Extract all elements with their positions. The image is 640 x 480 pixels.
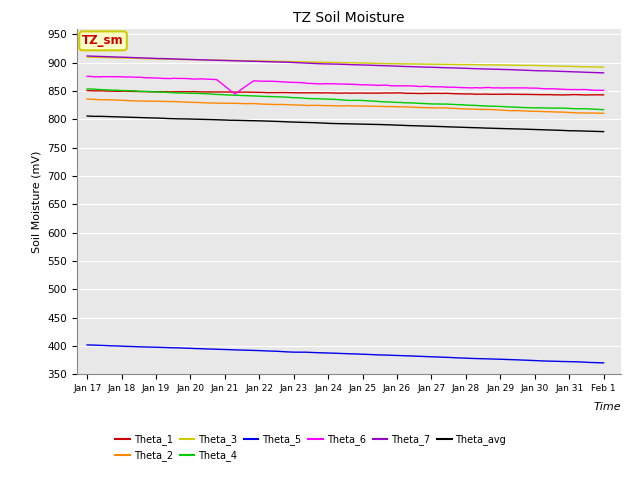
Theta_4 (90, 86, 97, 92)
Theta_5 (90, 342, 97, 348)
Theta_7 (506, 67, 513, 72)
Line: Theta_3: Theta_3 (87, 57, 604, 67)
Theta_3 (197, 57, 205, 62)
Theta_1 (373, 90, 381, 96)
Theta_5 (83, 342, 91, 348)
Theta_3 (512, 62, 520, 68)
Theta_1 (237, 89, 245, 95)
Theta_avg (373, 121, 381, 127)
Theta_avg (83, 113, 91, 119)
Theta_6 (91, 74, 99, 80)
Theta_6 (83, 73, 91, 79)
Line: Theta_avg: Theta_avg (87, 116, 604, 132)
Theta_4 (506, 104, 513, 110)
Title: TZ Soil Moisture: TZ Soil Moisture (293, 11, 404, 25)
Theta_2 (90, 96, 97, 102)
Theta_5 (197, 346, 205, 352)
Theta_2 (512, 108, 520, 113)
Theta_avg (197, 117, 205, 122)
Text: TZ_sm: TZ_sm (82, 35, 124, 48)
Theta_avg (600, 129, 607, 134)
Theta_avg (512, 126, 520, 132)
Theta_1 (90, 88, 97, 94)
Theta_2 (506, 108, 513, 114)
Theta_7 (237, 58, 245, 64)
Theta_3 (506, 62, 513, 68)
Line: Theta_1: Theta_1 (87, 91, 604, 95)
Theta_6 (85, 73, 93, 79)
Theta_3 (373, 60, 381, 66)
Theta_avg (506, 126, 513, 132)
Theta_avg (90, 113, 97, 119)
Theta_1 (197, 89, 205, 95)
Theta_7 (197, 57, 205, 63)
Legend: Theta_1, Theta_2, Theta_3, Theta_4, Theta_5, Theta_6, Theta_7, Theta_avg: Theta_1, Theta_2, Theta_3, Theta_4, Thet… (115, 434, 506, 461)
Theta_7 (600, 70, 607, 76)
Theta_6 (376, 83, 384, 88)
Y-axis label: Soil Moisture (mV): Soil Moisture (mV) (32, 150, 42, 253)
Theta_6 (515, 85, 523, 91)
Theta_2 (237, 101, 245, 107)
Line: Theta_2: Theta_2 (87, 99, 604, 113)
Theta_1 (506, 91, 513, 97)
Theta_4 (237, 93, 245, 98)
Line: Theta_6: Theta_6 (87, 76, 604, 94)
Line: Theta_5: Theta_5 (87, 345, 604, 363)
Theta_7 (512, 67, 520, 73)
Theta_avg (237, 118, 245, 123)
Theta_5 (600, 360, 607, 366)
Theta_5 (506, 357, 513, 362)
Theta_3 (90, 54, 97, 60)
Theta_6 (241, 84, 248, 90)
Theta_2 (197, 100, 205, 106)
Theta_2 (600, 110, 607, 116)
Theta_3 (600, 64, 607, 70)
Theta_1 (581, 92, 589, 98)
Theta_3 (237, 58, 245, 63)
Theta_7 (83, 53, 91, 59)
Theta_4 (83, 86, 91, 92)
Theta_7 (373, 62, 381, 68)
Theta_1 (512, 92, 520, 97)
Theta_4 (512, 104, 520, 110)
Theta_6 (231, 91, 239, 97)
Theta_4 (197, 91, 205, 96)
Theta_5 (512, 357, 520, 362)
Theta_5 (237, 347, 245, 353)
Theta_6 (600, 87, 607, 93)
Theta_3 (83, 54, 91, 60)
Theta_4 (600, 107, 607, 112)
Theta_1 (600, 92, 607, 98)
Line: Theta_7: Theta_7 (87, 56, 604, 73)
Theta_1 (83, 88, 91, 94)
Text: Time: Time (593, 402, 621, 412)
Theta_6 (509, 85, 516, 91)
Theta_4 (373, 98, 381, 104)
Line: Theta_4: Theta_4 (87, 89, 604, 109)
Theta_7 (90, 53, 97, 59)
Theta_2 (373, 104, 381, 109)
Theta_5 (373, 352, 381, 358)
Theta_2 (83, 96, 91, 102)
Theta_6 (199, 76, 207, 82)
